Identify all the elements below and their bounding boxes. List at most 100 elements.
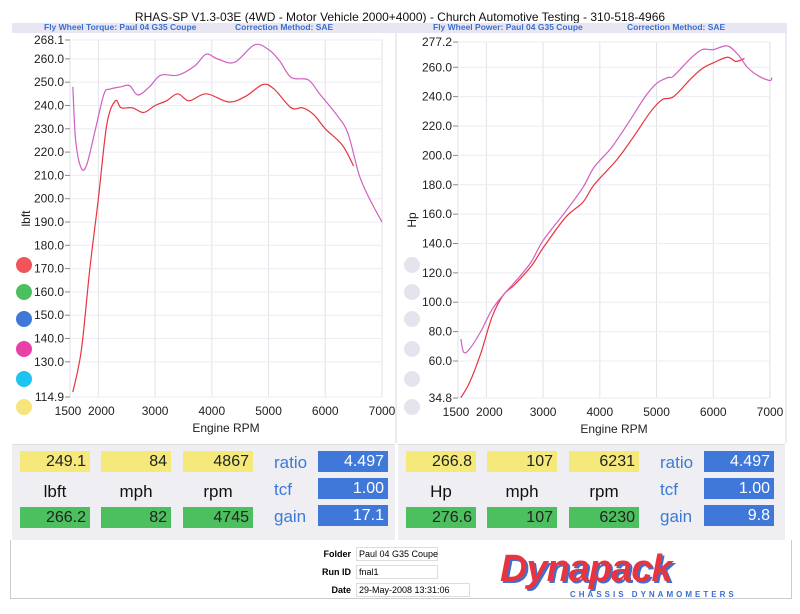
x-tick-label: 5000 [255, 404, 282, 418]
y-tick-label: 260.0 [34, 52, 64, 66]
y-tick-label: 268.1 [34, 33, 64, 47]
y-tick-label: 277.2 [422, 35, 452, 49]
y-tick-label: 100.0 [422, 295, 452, 309]
legend-swatch[interactable] [16, 284, 32, 300]
dynapack-logo: Dynapack [500, 548, 673, 590]
torque-chart: 1500 2000 3000 4000 5000 6000 7000 268.1 260.0 25… [16, 33, 396, 435]
x-tick-label: 4000 [586, 405, 613, 419]
x-tick-label: 6000 [312, 404, 339, 418]
series-line-1 [72, 83, 355, 393]
run-info: Folder Paul 04 G35 Coupe Run ID fnal1 Da… [10, 540, 792, 599]
folder-value: Paul 04 G35 Coupe [356, 547, 438, 561]
series-line-2 [72, 43, 383, 223]
param-value: 9.8 [704, 505, 774, 526]
param-label: gain [274, 507, 307, 526]
legend-swatch[interactable] [404, 371, 420, 387]
current-value: 107 [487, 451, 557, 472]
param-label: tcf [660, 480, 678, 499]
y-tick-label: 180.0 [34, 238, 64, 252]
y-tick-label: 80.0 [429, 325, 453, 339]
legend-swatch[interactable] [16, 371, 32, 387]
y-tick-label: 230.0 [34, 122, 64, 136]
unit-label: mph [505, 482, 539, 501]
peak-value: 6230 [569, 507, 639, 528]
param-value: 4.497 [704, 451, 774, 472]
param-value: 4.497 [318, 451, 388, 472]
current-value: 249.1 [20, 451, 90, 472]
x-tick-label: 2000 [88, 404, 115, 418]
current-value: 84 [101, 451, 171, 472]
torque-subtitle: Fly Wheel Torque: Paul 04 G35 Coupe [44, 22, 197, 32]
x-tick-label: 3000 [530, 405, 557, 419]
param-label: gain [660, 507, 693, 526]
legend-swatch[interactable] [16, 399, 32, 415]
runid-label: Run ID [322, 567, 351, 577]
x-tick-label: 1500 [443, 405, 470, 419]
y-tick-label: 160.0 [34, 285, 64, 299]
legend-swatch[interactable] [404, 341, 420, 357]
torque-correction: Correction Method: SAE [235, 22, 334, 32]
unit-label: Hp [430, 482, 452, 501]
param-value: 1.00 [318, 478, 388, 499]
peak-value: 266.2 [20, 507, 90, 528]
y-tick-label: 260.0 [422, 60, 452, 74]
x-axis-label: Engine RPM [192, 421, 259, 435]
peak-value: 82 [101, 507, 171, 528]
y-tick-label: 60.0 [429, 354, 453, 368]
y-tick-label: 200.0 [34, 192, 64, 206]
unit-label: lbft [43, 482, 67, 501]
peak-value: 4745 [183, 507, 253, 528]
y-tick-label: 190.0 [34, 215, 64, 229]
x-tick-label: 1500 [55, 404, 82, 418]
logo-tagline: CHASSIS DYNAMOMETERS [570, 590, 737, 599]
param-label: ratio [274, 453, 308, 472]
y-tick-label: 130.0 [34, 355, 64, 369]
legend-swatch[interactable] [16, 257, 32, 273]
date-label: Date [331, 585, 351, 595]
y-tick-label: 240.0 [34, 98, 64, 112]
y-tick-label: 160.0 [422, 207, 452, 221]
torque-readout-panel: 249.1 lbft 266.2 84 mph 82 4867 rpm 4745 ratio 4.4… [12, 444, 395, 541]
runid-value: fnal1 [356, 565, 438, 579]
series-line-1 [460, 56, 745, 399]
y-tick-label: 220.0 [34, 145, 64, 159]
legend-swatch[interactable] [404, 399, 420, 415]
legend-swatch[interactable] [16, 311, 32, 327]
date-value: 29-May-2008 13:31:06 [356, 583, 470, 597]
current-value: 266.8 [406, 451, 476, 472]
param-value: 17.1 [318, 505, 388, 526]
y-tick-label: 220.0 [422, 119, 452, 133]
y-tick-label: 250.0 [34, 75, 64, 89]
param-label: ratio [660, 453, 694, 472]
y-tick-label: 120.0 [422, 266, 452, 280]
y-tick-label: 210.0 [34, 168, 64, 182]
peak-value: 276.6 [406, 507, 476, 528]
y-tick-label: 34.8 [429, 391, 453, 405]
legend-swatch[interactable] [404, 257, 420, 273]
unit-label: mph [119, 482, 153, 501]
legend-swatch[interactable] [404, 311, 420, 327]
subtitle-band [12, 23, 787, 33]
power-chart-panel: 1500 2000 3000 4000 5000 6000 7000 277.2 260.0 24… [398, 33, 787, 443]
torque-chart-panel: 1500 2000 3000 4000 5000 6000 7000 268.1 260.0 25… [12, 33, 397, 443]
x-tick-label: 3000 [142, 404, 169, 418]
legend-swatch[interactable] [16, 341, 32, 357]
peak-value: 107 [487, 507, 557, 528]
x-tick-label: 5000 [643, 405, 670, 419]
unit-label: rpm [203, 482, 233, 501]
report-title: RHAS-SP V1.3-03E (4WD - Motor Vehicle 20… [134, 10, 666, 24]
y-tick-label: 200.0 [422, 148, 452, 162]
param-label: tcf [274, 480, 292, 499]
y-tick-label: 140.0 [422, 236, 452, 250]
legend-swatch[interactable] [404, 284, 420, 300]
x-tick-label: 6000 [700, 405, 727, 419]
power-chart: 1500 2000 3000 4000 5000 6000 7000 277.2 260.0 24… [404, 35, 784, 436]
y-tick-label: 240.0 [422, 90, 452, 104]
folder-label: Folder [323, 549, 351, 559]
current-value: 4867 [183, 451, 253, 472]
unit-label: rpm [589, 482, 619, 501]
current-value: 6231 [569, 451, 639, 472]
x-tick-label: 2000 [476, 405, 503, 419]
y-axis-label: lbft [19, 210, 33, 227]
